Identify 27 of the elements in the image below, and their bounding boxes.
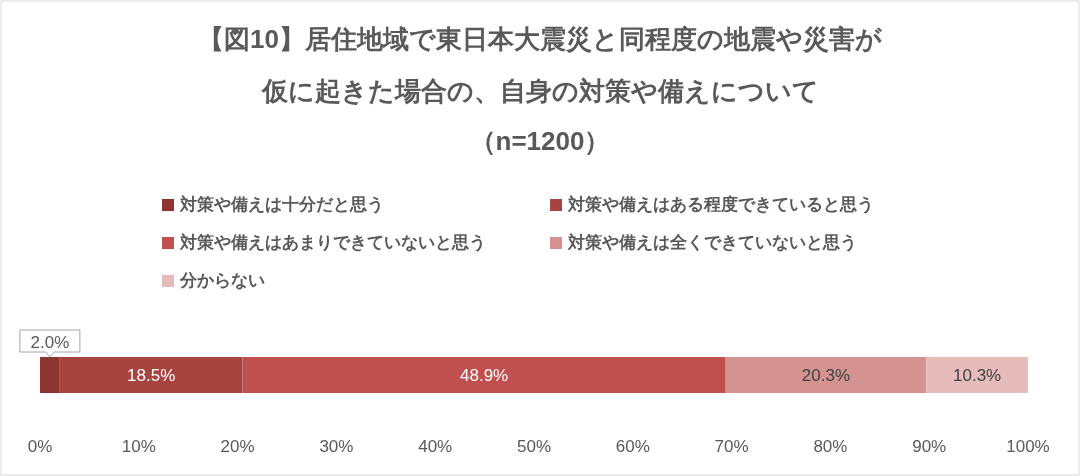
x-tick-label: 60% — [615, 437, 650, 456]
chart-subtitle: （n=1200） — [469, 126, 611, 156]
chart-title: 【図10】居住地域で東日本大震災と同程度の地震や災害が仮に起きた場合の、自身の対策や備えについて — [198, 24, 883, 106]
x-tick-label: 100% — [1006, 437, 1050, 456]
bar — [242, 357, 726, 393]
bar — [59, 357, 243, 393]
data-label: 10.3% — [953, 366, 1002, 385]
legend-label: 対策や備えは十分だと思う — [179, 195, 384, 214]
bar — [725, 357, 927, 393]
legend-label: 対策や備えは全くできていないと思う — [567, 233, 857, 252]
x-tick-label: 10% — [121, 437, 156, 456]
data-label: 20.3% — [801, 366, 851, 385]
legend-label: 分からない — [179, 271, 265, 290]
x-tick-label: 70% — [714, 437, 749, 456]
data-label: 18.5% — [127, 366, 176, 385]
bar — [926, 357, 1028, 393]
x-tick-label: 30% — [319, 437, 354, 456]
x-tick-label: 20% — [220, 437, 255, 456]
x-tick-label: 40% — [418, 437, 453, 456]
x-tick-label: 50% — [516, 437, 552, 456]
x-tick-label: 90% — [912, 437, 947, 456]
legend-label: 対策や備えはあまりできていないと思う — [179, 233, 486, 252]
data-label: 2.0% — [30, 333, 70, 352]
data-label: 48.9% — [460, 366, 509, 385]
x-tick-label: 0% — [27, 437, 53, 456]
x-tick-label: 80% — [813, 437, 848, 456]
legend-label: 対策や備えはある程度できていると思う — [567, 195, 874, 214]
